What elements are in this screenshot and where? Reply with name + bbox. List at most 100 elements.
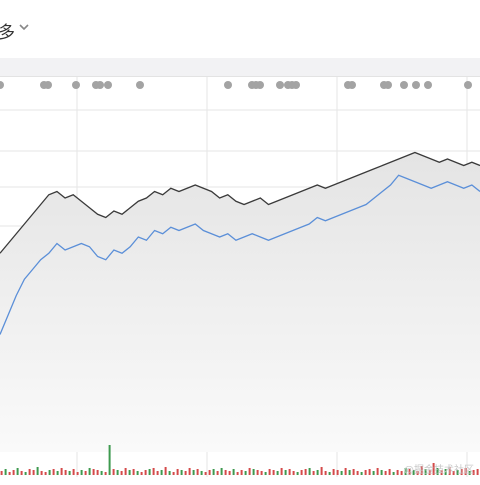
volume-bar xyxy=(140,472,143,475)
volume-bar xyxy=(112,469,115,475)
volume-bar xyxy=(72,469,75,475)
event-marker xyxy=(276,81,284,89)
volume-bar xyxy=(212,469,215,475)
watermark: @掘金技术社区 xyxy=(404,465,474,476)
volume-bar xyxy=(180,470,183,475)
volume-bar xyxy=(312,471,315,475)
price-chart[interactable] xyxy=(0,77,480,480)
volume-bar xyxy=(420,466,423,475)
volume-bar xyxy=(76,472,79,475)
volume-bar xyxy=(84,471,87,475)
volume-bar xyxy=(376,468,379,475)
volume-bar xyxy=(412,470,415,475)
volume-bar xyxy=(204,472,207,475)
volume-bar xyxy=(128,470,131,475)
volume-bar xyxy=(336,470,339,475)
volume-bar xyxy=(92,469,95,475)
event-marker xyxy=(0,81,4,89)
event-marker xyxy=(424,81,432,89)
volume-bar xyxy=(284,470,287,475)
volume-bar xyxy=(56,471,59,475)
volume-bar xyxy=(404,468,407,475)
volume-bar xyxy=(464,468,467,475)
volume-bar xyxy=(48,470,51,475)
volume-bar xyxy=(252,469,255,475)
volume-bar xyxy=(184,471,187,475)
volume-bar xyxy=(216,471,219,475)
series-line-dark xyxy=(0,151,480,254)
volume-bar xyxy=(292,471,295,475)
volume-bar xyxy=(136,471,139,475)
volume-bar xyxy=(52,469,55,475)
volume-bar xyxy=(468,471,471,475)
volume-bar xyxy=(448,467,451,475)
volume-bar xyxy=(196,469,199,475)
volume-bar xyxy=(348,470,351,475)
volume-bar xyxy=(288,469,291,475)
volume-bar xyxy=(372,471,375,475)
volume-bar xyxy=(296,472,299,475)
volume-bar xyxy=(340,471,343,475)
volume-bar xyxy=(436,468,439,475)
volume-bar xyxy=(228,471,231,475)
volume-bar xyxy=(416,471,419,475)
volume-bar xyxy=(328,472,331,475)
volume-bar xyxy=(368,469,371,475)
volume-bar xyxy=(0,471,3,475)
volume-bar xyxy=(324,471,327,475)
volume-bar xyxy=(432,463,435,475)
volume-bar xyxy=(388,469,391,475)
volume-bar xyxy=(476,469,479,475)
volume-bar xyxy=(300,470,303,475)
volume-bar xyxy=(96,470,99,475)
series-area-fill xyxy=(0,152,480,452)
series-line-blue xyxy=(0,174,480,335)
volume-bar xyxy=(44,472,47,475)
volume-bar xyxy=(384,471,387,475)
volume-bar xyxy=(320,467,323,475)
volume-bar xyxy=(148,469,151,475)
chart-toolbar-strip xyxy=(0,58,480,77)
event-marker xyxy=(400,81,408,89)
event-marker xyxy=(72,81,80,89)
chart-canvas xyxy=(0,77,480,477)
volume-bar xyxy=(396,470,399,475)
volume-bar xyxy=(160,470,163,475)
event-marker xyxy=(348,81,356,89)
volume-bar xyxy=(152,468,155,475)
volume-bar xyxy=(380,470,383,475)
volume-bar xyxy=(308,468,311,475)
event-marker xyxy=(136,81,144,89)
volume-bar xyxy=(120,471,123,475)
volume-bar xyxy=(124,468,127,475)
volume-bar xyxy=(80,470,83,475)
event-marker xyxy=(224,81,232,89)
volume-bar xyxy=(40,471,43,475)
volume-bar xyxy=(424,469,427,475)
volume-bar xyxy=(280,468,283,475)
volume-bar xyxy=(408,469,411,475)
volume-bar xyxy=(224,470,227,475)
volume-bar xyxy=(392,472,395,475)
volume-bar xyxy=(244,471,247,475)
volume-bar xyxy=(60,468,63,475)
volume-bar xyxy=(200,471,203,475)
volume-bar xyxy=(4,469,7,475)
volume-bar xyxy=(20,471,23,475)
volume-bar xyxy=(28,469,31,475)
event-marker xyxy=(96,81,104,89)
volume-bar xyxy=(356,471,359,475)
volume-bar xyxy=(240,470,243,475)
volume-bar xyxy=(36,467,39,475)
volume-bar xyxy=(236,472,239,475)
event-marker xyxy=(292,81,300,89)
volume-bar xyxy=(132,469,135,475)
chevron-down-icon[interactable] xyxy=(18,21,30,33)
volume-bar xyxy=(460,469,463,475)
volume-bar xyxy=(32,470,35,475)
event-marker xyxy=(384,81,392,89)
volume-bar xyxy=(452,471,455,475)
volume-bar xyxy=(144,470,147,475)
volume-bar xyxy=(400,471,403,475)
period-selector-label[interactable]: 多 xyxy=(0,23,15,43)
